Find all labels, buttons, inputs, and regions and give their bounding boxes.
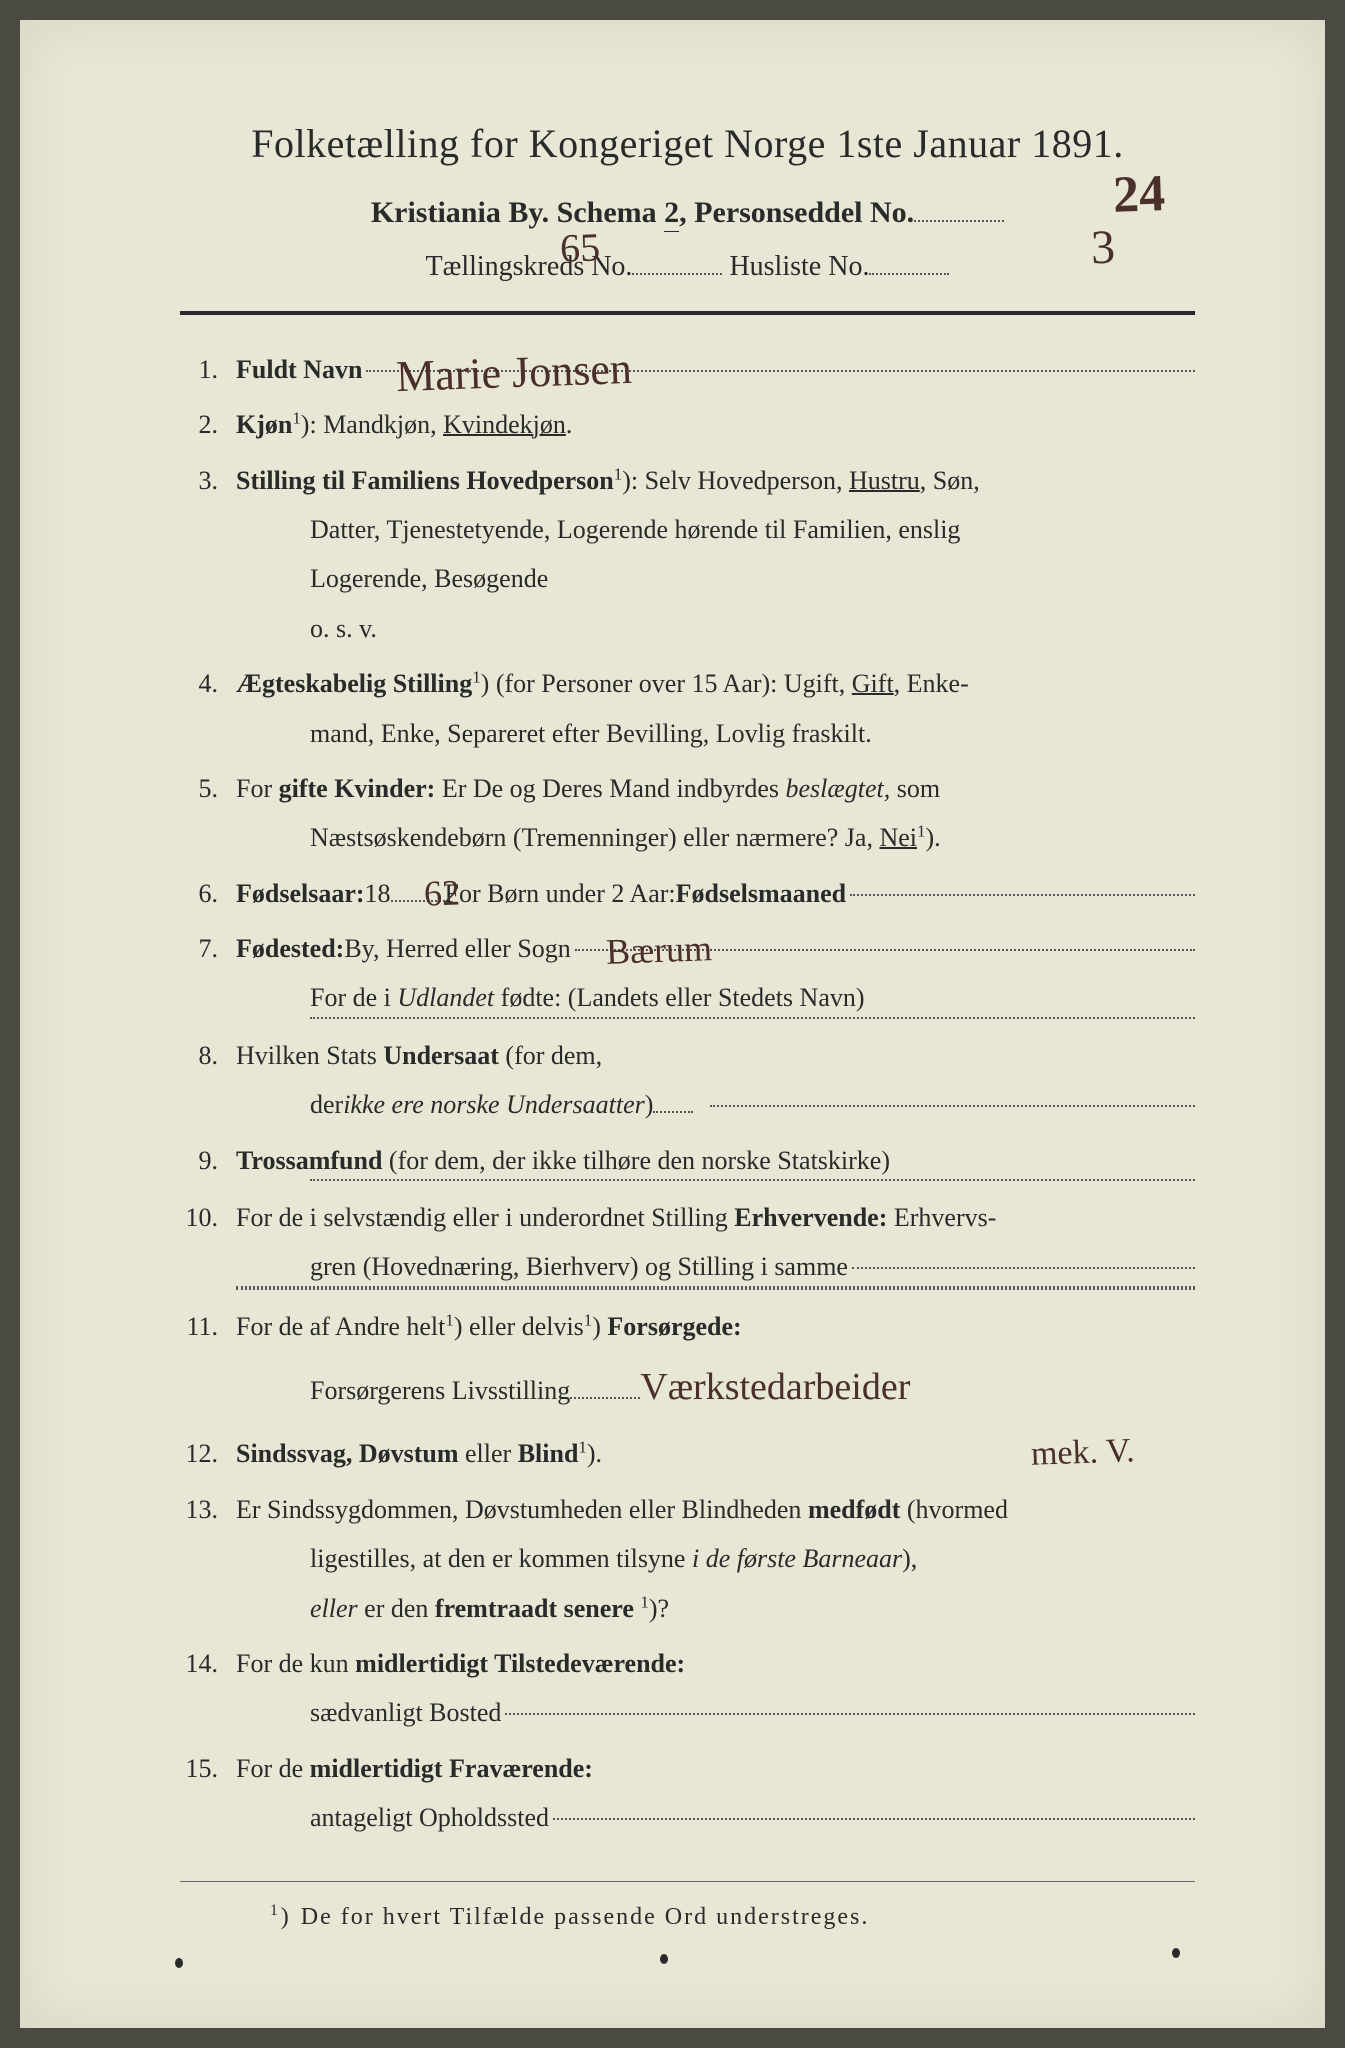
item-6: 6. Fødselsaar: 18 For Børn under 2 Aar: … xyxy=(180,869,1195,918)
subtitle-line-3: Tællingskreds No. Husliste No. 65 3 xyxy=(180,244,1195,283)
header-block: Folketælling for Kongeriget Norge 1ste J… xyxy=(180,120,1195,283)
forsorger-handwritten-1: Værkstedarbeider xyxy=(640,1351,910,1423)
item-2: 2. Kjøn1): Mandkjøn, Kvindekjøn. xyxy=(180,400,1195,449)
footnote: 1) De for hvert Tilfælde passende Ord un… xyxy=(180,1902,1195,1931)
birthyear-handwritten: 62 xyxy=(423,858,461,928)
item-11: 11. For de af Andre helt1) eller delvis1… xyxy=(180,1302,1195,1424)
main-title: Folketælling for Kongeriget Norge 1ste J… xyxy=(180,120,1195,167)
personseddel-handwritten: 24 xyxy=(1112,164,1166,225)
census-form-page: Folketælling for Kongeriget Norge 1ste J… xyxy=(20,20,1325,2028)
item-1: 1. Fuldt Navn Marie Jonsen xyxy=(180,345,1195,394)
item-9: 9. Trossamfund (for dem, der ikke tilhør… xyxy=(180,1136,1195,1187)
ink-spot xyxy=(175,1958,183,1968)
item-15: 15. For de midlertidigt Fraværende: anta… xyxy=(180,1744,1195,1843)
ink-spot xyxy=(660,1954,668,1964)
birthplace-handwritten: Bærum xyxy=(605,914,713,986)
item-7: 7. Fødested: By, Herred eller Sogn Bærum… xyxy=(180,924,1195,1025)
form-items: 1. Fuldt Navn Marie Jonsen 2. Kjøn1): Ma… xyxy=(180,345,1195,1843)
item-12: 12. Sindssvag, Døvstum eller Blind1). me… xyxy=(180,1429,1195,1478)
subtitle-line-2: Kristiania By. Schema 2, Personseddel No… xyxy=(180,189,1195,230)
forsorger-handwritten-2: mek. V. xyxy=(1030,1420,1136,1488)
kreds-handwritten: 65 xyxy=(559,223,601,271)
item-3: 3. Stilling til Familiens Hovedperson1):… xyxy=(180,456,1195,654)
husliste-handwritten: 3 xyxy=(1090,220,1116,276)
item-13: 13. Er Sindssygdommen, Døvstumheden elle… xyxy=(180,1485,1195,1633)
item-14: 14. For de kun midlertidigt Tilstedevære… xyxy=(180,1639,1195,1738)
divider-top xyxy=(180,311,1195,315)
item-10: 10. For de i selvstændig eller i underor… xyxy=(180,1193,1195,1296)
ink-spot xyxy=(1172,1948,1180,1958)
item-8: 8. Hvilken Stats Undersaat (for dem, der… xyxy=(180,1031,1195,1130)
item-5: 5. For gifte Kvinder: Er De og Deres Man… xyxy=(180,764,1195,863)
divider-bottom xyxy=(180,1881,1195,1882)
item-4: 4. Ægteskabelig Stilling1) (for Personer… xyxy=(180,659,1195,758)
